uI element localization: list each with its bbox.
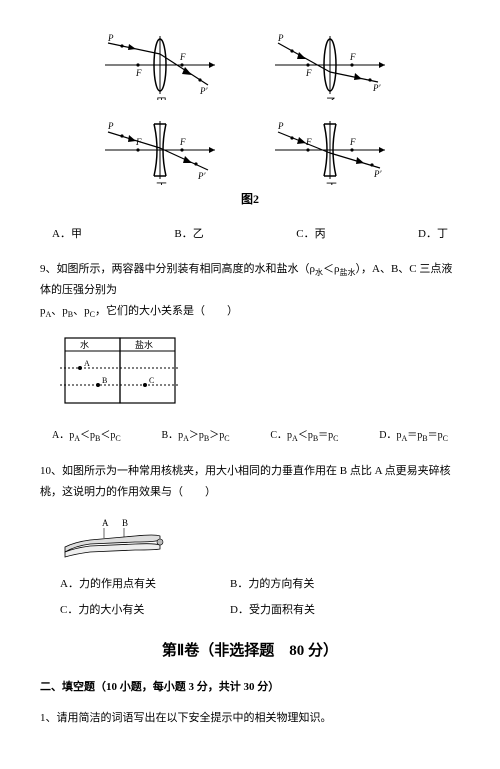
q9-option-d: D．pA＝pB＝pC xyxy=(379,426,448,443)
q10-diagram: A B xyxy=(60,512,460,565)
svg-text:P: P xyxy=(277,121,284,131)
fill-blank-header: 二、填空题（10 小题，每小题 3 分，共计 30 分） xyxy=(40,678,460,694)
svg-text:A: A xyxy=(102,518,109,528)
svg-text:甲: 甲 xyxy=(156,97,167,100)
q9-options: A．pA＜pB＜pC B．pA＞pB＞pC C．pA＜pB＝pC D．pA＝pB… xyxy=(40,426,460,443)
svg-text:F: F xyxy=(349,52,356,62)
svg-text:F: F xyxy=(179,52,186,62)
svg-text:P: P xyxy=(277,33,284,43)
q9-diagram: 水 盐水 A B C xyxy=(60,333,460,416)
q8-option-a: A．甲 xyxy=(52,225,82,241)
q8-option-d: D．丁 xyxy=(418,225,448,241)
svg-text:P′: P′ xyxy=(197,171,206,181)
svg-text:C: C xyxy=(149,376,154,385)
svg-text:A: A xyxy=(84,359,90,368)
q10-option-d: D．受力面积有关 xyxy=(230,601,360,617)
svg-text:乙: 乙 xyxy=(326,96,337,100)
svg-text:丁: 丁 xyxy=(326,182,337,185)
q8-option-b: B．乙 xyxy=(174,225,203,241)
q10-option-c: C．力的大小有关 xyxy=(60,601,190,617)
svg-text:丙: 丙 xyxy=(156,182,167,185)
svg-text:F: F xyxy=(179,137,186,147)
svg-text:B: B xyxy=(102,376,107,385)
lens-diagram-yi: F F P P′ 乙 xyxy=(270,30,390,100)
svg-text:水: 水 xyxy=(80,339,89,350)
lens-diagram-grid: F F P P′ 甲 F F P P′ 乙 F F xyxy=(100,30,400,185)
svg-text:F: F xyxy=(305,68,312,78)
q8-options: A．甲 B．乙 C．丙 D．丁 xyxy=(40,225,460,241)
svg-text:F: F xyxy=(135,68,142,78)
svg-text:F: F xyxy=(349,137,356,147)
svg-text:P′: P′ xyxy=(199,86,208,96)
q10-option-b: B．力的方向有关 xyxy=(230,575,360,591)
svg-text:盐水: 盐水 xyxy=(135,339,153,350)
section-2-title: 第Ⅱ卷（非选择题 80 分） xyxy=(40,639,460,660)
q8-option-c: C．丙 xyxy=(296,225,325,241)
q9-option-b: B．pA＞pB＞pC xyxy=(161,426,229,443)
svg-text:P: P xyxy=(107,33,114,43)
svg-text:P′: P′ xyxy=(372,83,381,93)
q9-text: 9、如图所示，两容器中分别装有相同高度的水和盐水（ρ水＜ρ盐水），A、B、C 三… xyxy=(40,259,460,323)
figure-2-label: 图2 xyxy=(40,190,460,207)
svg-text:P: P xyxy=(107,121,114,131)
q9-option-a: A．pA＜pB＜pC xyxy=(52,426,121,443)
lens-diagram-bing: F F P P′ 丙 xyxy=(100,115,220,185)
q10-option-a: A．力的作用点有关 xyxy=(60,575,190,591)
svg-text:P′: P′ xyxy=(373,169,382,179)
lens-diagram-ding: F F P P′ 丁 xyxy=(270,115,390,185)
fill-q1: 1、请用简洁的词语写出在以下安全提示中的相关物理知识。 xyxy=(40,708,460,729)
q10-options: A．力的作用点有关 B．力的方向有关 C．力的大小有关 D．受力面积有关 xyxy=(60,575,360,617)
q10-text: 10、如图所示为一种常用核桃夹，用大小相同的力垂直作用在 B 点比 A 点更易夹… xyxy=(40,461,460,503)
q9-option-c: C．pA＜pB＝pC xyxy=(270,426,338,443)
svg-text:B: B xyxy=(122,518,128,528)
lens-diagram-jia: F F P P′ 甲 xyxy=(100,30,220,100)
